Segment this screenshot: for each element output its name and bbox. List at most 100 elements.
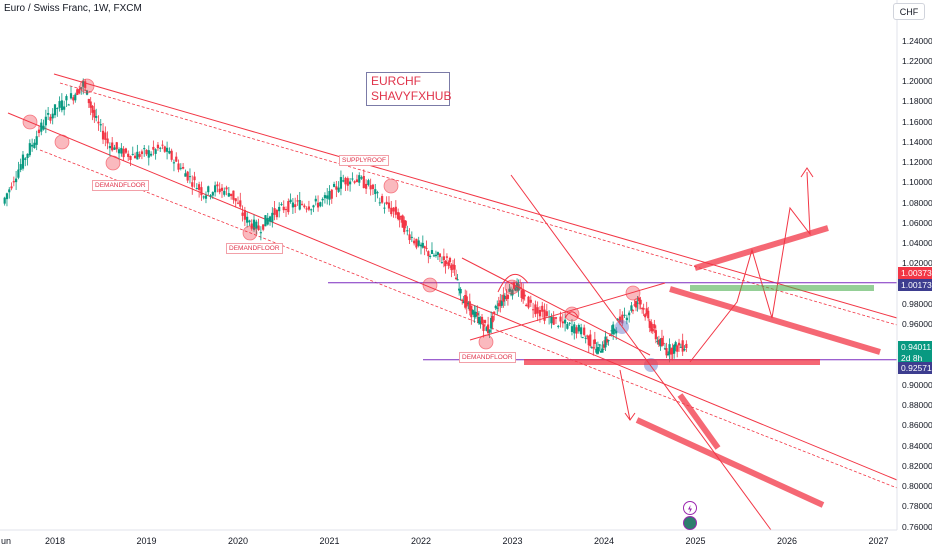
candle-body [214,185,217,193]
candle-body [209,195,212,197]
candle-body [648,320,651,328]
candle-body [165,147,169,152]
candle-body [259,232,262,234]
candle-body [625,317,628,321]
candle-body [342,180,345,182]
candle-body [255,221,258,229]
candle-body [493,311,496,314]
candle-body [587,335,590,346]
candle-body [483,320,487,324]
candle-body [577,325,580,332]
candle-body [410,236,413,238]
price-tick: 1.10000 [902,177,932,188]
candle-body [615,330,618,334]
price-tick: 0.88000 [902,400,932,410]
candle-body [662,342,665,344]
candle-body [584,337,587,339]
candle-body [113,147,116,150]
arrow-head [624,412,636,421]
candle-body [326,195,329,199]
candle-body [514,288,517,291]
candle-body [239,200,242,207]
zone-bar [635,417,825,508]
price-tick: 0.80000 [902,481,932,491]
touch-point [242,225,258,241]
candle-body [403,220,406,233]
candle-body [677,342,681,346]
candle-body [99,124,102,126]
candle-body [383,207,386,209]
candle-body [527,296,530,308]
candle-body [355,179,359,183]
candle-body [506,294,510,299]
candle-body [429,255,432,257]
candle-body [645,308,648,315]
candle-body [616,318,619,321]
candle-body [163,146,166,152]
candle-body [451,264,455,266]
candle-body [570,326,574,332]
candle-body [630,305,633,311]
candle-body [508,288,511,292]
candle-body [184,173,187,177]
candle-body [522,289,525,300]
event-icon[interactable] [683,516,697,530]
candle-body [639,299,642,305]
candle-body [3,197,6,204]
candle-body [462,301,465,304]
candle-body [12,181,15,183]
level-lower-badge: 0.92571 [898,362,932,374]
candle-body [294,204,297,207]
channel-line [7,112,898,481]
candle-body [461,299,464,301]
candle-body [236,202,240,204]
time-tick: 2020 [227,536,249,546]
candle-body [74,94,77,101]
candle-body [182,167,185,169]
price-tick: 0.82000 [902,460,932,471]
zone-bar [669,286,881,355]
candle-body [596,347,599,354]
candle-body [494,305,497,309]
candle-body [525,304,528,307]
candle-body [314,198,317,202]
price-tick: 1.04000 [902,238,932,248]
candle-body [657,339,660,345]
candle-body [538,310,542,317]
candle-body [531,309,535,311]
candle-body [321,198,324,201]
price-tick: 1.16000 [902,116,932,127]
candle-body [415,238,418,248]
candle-body [95,115,98,118]
candle-body [211,192,214,196]
candle-body [659,338,662,347]
touch-point [625,285,641,301]
currency-button[interactable]: CHF [893,3,925,20]
candle-body [305,208,308,210]
candle-body [280,204,283,206]
candle-body [47,113,50,115]
candle-body [273,208,276,215]
candle-body [500,301,503,306]
lightning-icon[interactable] [683,501,697,515]
candle-body [168,150,171,154]
candle-body [278,206,281,212]
touch-point [564,306,580,322]
candle-body [202,196,205,198]
candle-body [438,253,442,258]
candle-body [156,144,160,149]
candle-body [502,294,505,302]
candle-body [67,104,70,106]
candle-body [101,130,105,140]
candle-body [381,196,384,203]
zone-bar [694,225,829,271]
candle-body [604,336,607,348]
candle-body [581,337,584,339]
candle-body [60,100,63,111]
candle-body [592,347,595,349]
candle-body [19,164,22,170]
candle-body [434,254,438,257]
candle-body [323,195,327,199]
candle-body [159,147,162,149]
